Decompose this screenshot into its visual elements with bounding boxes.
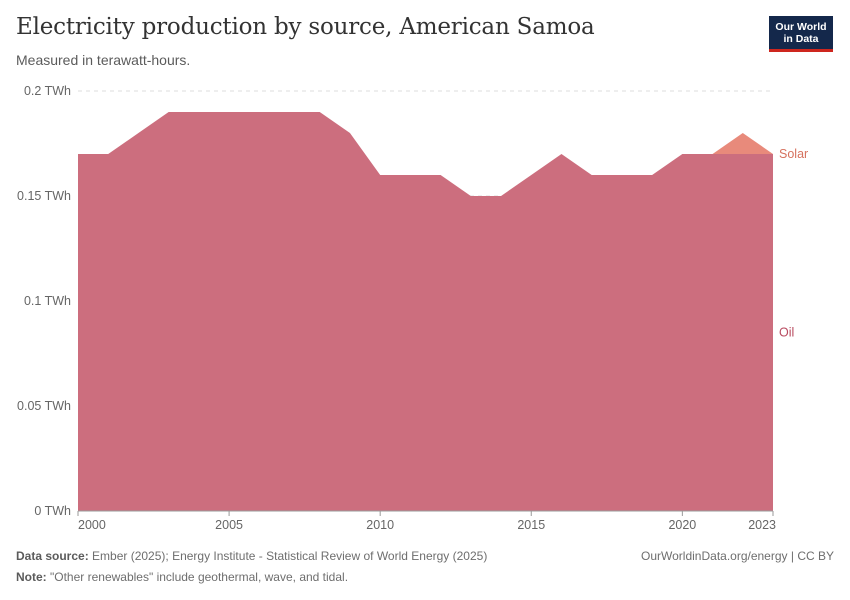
x-tick-label: 2020 [668,518,696,532]
series-label-solar[interactable]: Solar [779,147,808,161]
source-url-link[interactable]: OurWorldinData.org/energy | CC BY [641,549,834,563]
logo-line-2: in Data [783,33,819,45]
y-tick-label: 0.15 TWh [17,189,71,203]
logo-line-1: Our World [775,21,827,33]
x-tick-label: 2010 [366,518,394,532]
owid-logo[interactable]: Our World in Data [769,16,833,52]
y-tick-label: 0 TWh [34,504,71,518]
data-source-text: Ember (2025); Energy Institute - Statist… [88,549,488,563]
note-label: Note: [16,570,47,584]
y-tick-label: 0.05 TWh [17,399,71,413]
series-labels: Oil Solar [779,147,808,340]
chart-title: Electricity production by source, Americ… [16,14,595,40]
note: Note: "Other renewables" include geother… [16,570,348,584]
note-text: "Other renewables" include geothermal, w… [46,570,349,584]
series-label-oil[interactable]: Oil [779,326,794,340]
area-oil[interactable] [78,112,773,511]
chart-subtitle: Measured in terawatt-hours. [16,52,191,68]
y-tick-label: 0.1 TWh [24,294,71,308]
x-tick-label: 2000 [78,518,106,532]
area-series [78,112,773,511]
data-source: Data source: Ember (2025); Energy Instit… [16,549,487,563]
y-tick-label: 0.2 TWh [24,84,71,98]
x-tick-label: 2015 [517,518,545,532]
chart-svg: 0 TWh 0.05 TWh 0.1 TWh 0.15 TWh 0.2 TWh 2000 2… [17,84,808,532]
axes: 0 TWh 0.05 TWh 0.1 TWh 0.15 TWh 0.2 TWh 2000 2… [17,84,776,532]
x-tick-label: 2023 [748,518,776,532]
data-source-label: Data source: [16,549,89,563]
x-tick-label: 2005 [215,518,243,532]
